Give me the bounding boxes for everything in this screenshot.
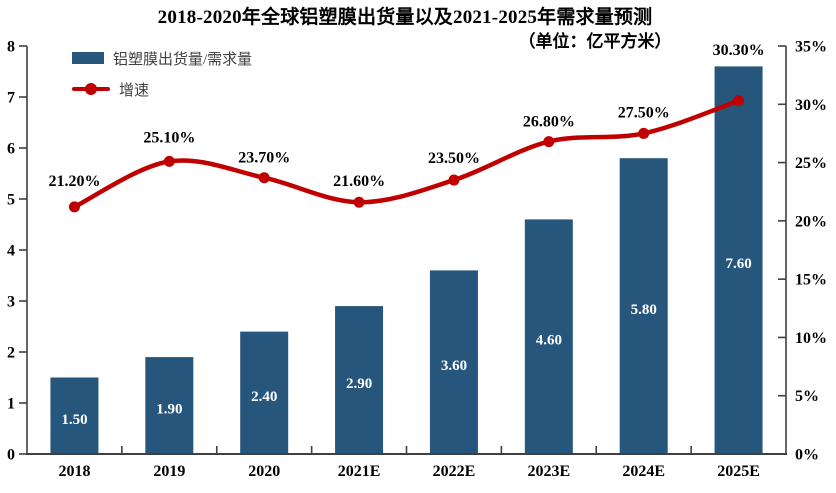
growth-value-label: 21.60% <box>333 173 385 190</box>
bar-2025E <box>714 66 763 455</box>
bar-value-label: 1.50 <box>61 412 87 428</box>
growth-point-2022E <box>448 174 460 186</box>
bar-2021E <box>335 306 384 454</box>
right-axis-label: 25% <box>795 155 827 172</box>
growth-value-label: 30.30% <box>713 42 765 59</box>
growth-point-2025E <box>733 95 745 107</box>
growth-line <box>72 98 741 210</box>
bar-value-label: 3.60 <box>441 358 467 374</box>
bar-value-label: 2.90 <box>346 376 372 392</box>
growth-point-2021E <box>353 196 365 208</box>
right-axis-label: 20% <box>795 213 827 230</box>
growth-value-label: 23.50% <box>428 150 480 167</box>
left-axis-label: 1 <box>7 396 15 413</box>
bar-2020 <box>240 331 289 454</box>
bar-value-label: 7.60 <box>725 256 751 272</box>
left-axis-label: 7 <box>7 90 15 107</box>
bar-2022E <box>429 270 478 454</box>
category-label-2021E: 2021E <box>338 463 381 480</box>
bar-2018 <box>50 377 99 454</box>
category-label-2020: 2020 <box>248 463 280 480</box>
bar-value-label: 1.90 <box>156 402 182 418</box>
line-series-marker-icon <box>72 83 110 95</box>
left-axis-label: 4 <box>7 243 15 260</box>
right-axis-label: 5% <box>795 388 819 405</box>
right-axis-label: 15% <box>795 272 827 289</box>
chart-unit-note: （单位：亿平方米） <box>518 32 672 51</box>
category-label-2022E: 2022E <box>433 463 476 480</box>
bar-value-label: 5.80 <box>631 302 657 318</box>
chart-title: 2018-2020年全球铝塑膜出货量以及2021-2025年需求量预测 <box>157 7 653 28</box>
growth-point-2018 <box>68 201 80 213</box>
line-marker-dot-icon <box>85 83 97 95</box>
legend-item-growth: 增速 <box>72 79 252 99</box>
growth-value-label: 23.70% <box>238 150 290 167</box>
bar-series-swatch-icon <box>72 52 104 64</box>
right-axis-label: 30% <box>795 97 827 114</box>
left-axis-label: 8 <box>7 39 15 56</box>
left-axis-label: 5 <box>7 192 15 209</box>
bar-2024E <box>619 158 668 454</box>
legend-label-growth: 增速 <box>119 82 150 99</box>
growth-point-2020 <box>258 172 270 184</box>
chart-legend: 铝塑膜出货量/需求量 增速 <box>72 48 252 110</box>
bar-value-label: 2.40 <box>251 389 277 405</box>
bar-2019 <box>145 357 194 454</box>
category-label-2025E: 2025E <box>717 463 760 480</box>
category-label-2018: 2018 <box>58 463 90 480</box>
category-label-2023E: 2023E <box>527 463 570 480</box>
bar-2023E <box>524 219 573 454</box>
category-label-2019: 2019 <box>153 463 185 480</box>
left-axis-label: 6 <box>7 141 15 158</box>
left-axis-label: 2 <box>7 345 15 362</box>
left-axis-label: 3 <box>7 294 15 311</box>
growth-point-2019 <box>163 155 175 167</box>
right-axis-label: 35% <box>795 39 827 56</box>
growth-point-2023E <box>543 136 555 148</box>
legend-item-shipments: 铝塑膜出货量/需求量 <box>72 48 252 68</box>
left-axis-label: 0 <box>7 447 15 464</box>
growth-value-label: 21.20% <box>48 173 100 190</box>
growth-value-label: 27.50% <box>618 104 670 121</box>
category-label-2024E: 2024E <box>622 463 665 480</box>
bar-value-label: 4.60 <box>536 333 562 349</box>
legend-label-shipments: 铝塑膜出货量/需求量 <box>113 51 253 68</box>
right-axis-label: 10% <box>795 330 827 347</box>
growth-value-label: 26.80% <box>523 114 575 131</box>
growth-value-label: 25.10% <box>143 129 195 146</box>
right-axis-label: 0% <box>795 447 819 464</box>
growth-point-2024E <box>638 127 650 139</box>
